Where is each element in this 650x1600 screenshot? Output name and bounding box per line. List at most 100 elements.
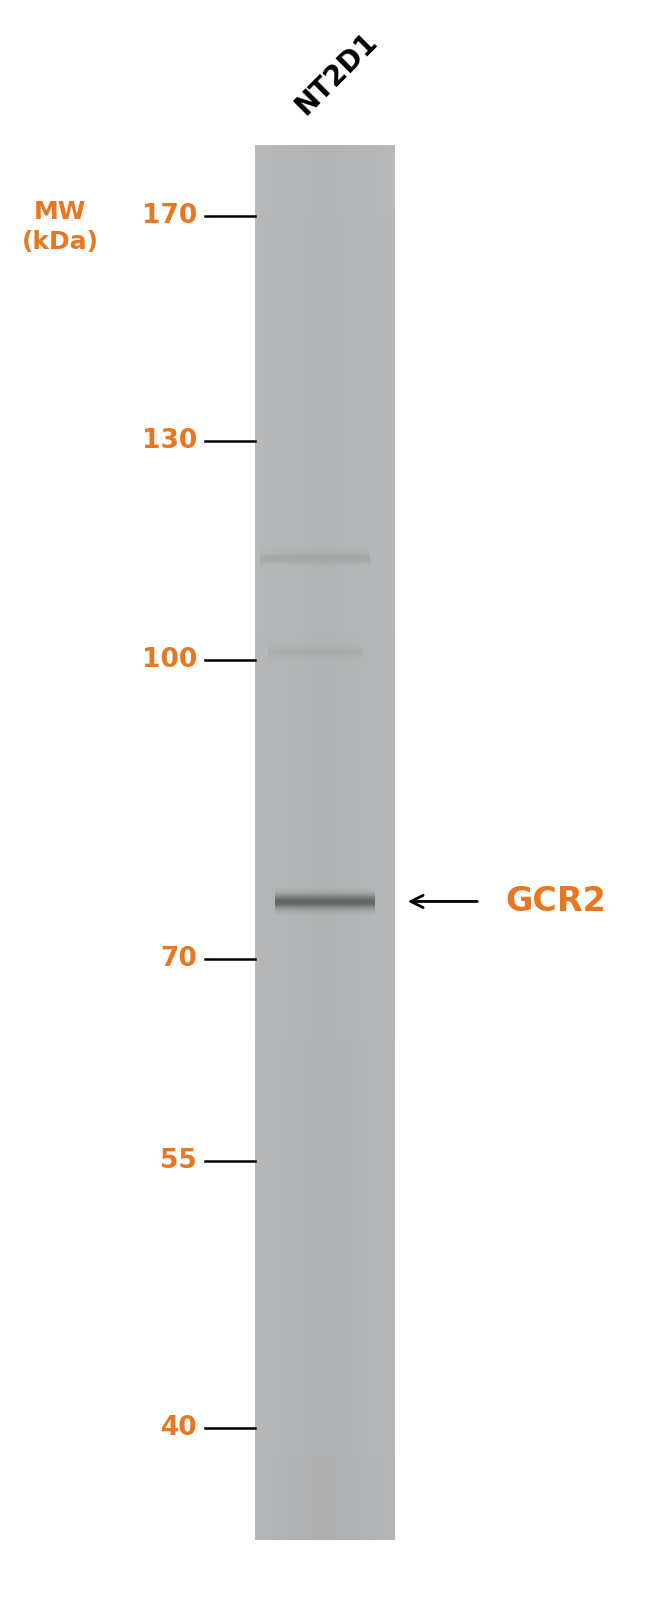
- Bar: [255, 702, 395, 717]
- Bar: [255, 898, 395, 912]
- Bar: [335, 146, 336, 1539]
- Bar: [255, 592, 395, 605]
- Bar: [255, 1205, 395, 1219]
- Bar: [297, 146, 298, 1539]
- Bar: [296, 146, 297, 1539]
- Bar: [255, 229, 395, 243]
- Bar: [376, 146, 377, 1539]
- Bar: [337, 146, 338, 1539]
- Bar: [385, 146, 387, 1539]
- Bar: [255, 814, 395, 829]
- Bar: [255, 1038, 395, 1051]
- Bar: [259, 146, 261, 1539]
- Bar: [285, 146, 286, 1539]
- Bar: [284, 146, 285, 1539]
- Bar: [316, 146, 317, 1539]
- Bar: [255, 480, 395, 494]
- Bar: [372, 146, 374, 1539]
- Bar: [255, 341, 395, 354]
- Bar: [255, 1317, 395, 1331]
- Bar: [255, 397, 395, 410]
- Bar: [287, 146, 288, 1539]
- Bar: [271, 146, 272, 1539]
- Bar: [255, 1485, 395, 1498]
- Text: NT2D1: NT2D1: [290, 27, 383, 120]
- Bar: [255, 382, 395, 397]
- Bar: [255, 1234, 395, 1246]
- Bar: [257, 146, 258, 1539]
- Bar: [293, 146, 294, 1539]
- Bar: [255, 885, 395, 898]
- Bar: [255, 1344, 395, 1358]
- Bar: [393, 146, 394, 1539]
- Bar: [286, 146, 287, 1539]
- Bar: [255, 187, 395, 200]
- Bar: [320, 146, 321, 1539]
- Bar: [304, 146, 306, 1539]
- Bar: [255, 158, 395, 173]
- Bar: [255, 1290, 395, 1302]
- Bar: [255, 634, 395, 646]
- Bar: [331, 146, 332, 1539]
- Bar: [289, 146, 291, 1539]
- Bar: [313, 146, 314, 1539]
- Text: MW
(kDa): MW (kDa): [21, 200, 99, 254]
- Text: 70: 70: [161, 946, 197, 973]
- Bar: [255, 661, 395, 675]
- Bar: [283, 146, 284, 1539]
- Bar: [362, 146, 363, 1539]
- Bar: [255, 619, 395, 634]
- Bar: [330, 146, 331, 1539]
- Bar: [255, 982, 395, 995]
- Bar: [322, 146, 323, 1539]
- Bar: [346, 146, 347, 1539]
- Text: 170: 170: [142, 203, 197, 229]
- Bar: [255, 1414, 395, 1429]
- Bar: [255, 1275, 395, 1290]
- Bar: [255, 173, 395, 187]
- Bar: [255, 1051, 395, 1066]
- Bar: [255, 746, 395, 758]
- Bar: [255, 758, 395, 773]
- Bar: [347, 146, 348, 1539]
- Bar: [281, 146, 282, 1539]
- Bar: [255, 1358, 395, 1373]
- Bar: [255, 368, 395, 382]
- Bar: [282, 146, 283, 1539]
- Bar: [255, 536, 395, 549]
- Bar: [255, 731, 395, 746]
- Bar: [298, 146, 299, 1539]
- Bar: [255, 200, 395, 214]
- Bar: [378, 146, 379, 1539]
- Bar: [255, 1302, 395, 1317]
- Bar: [255, 1331, 395, 1344]
- Bar: [255, 1456, 395, 1470]
- Bar: [255, 285, 395, 299]
- Bar: [391, 146, 392, 1539]
- Bar: [367, 146, 368, 1539]
- Bar: [267, 146, 268, 1539]
- Text: GCR2: GCR2: [505, 885, 606, 918]
- Bar: [352, 146, 353, 1539]
- Bar: [255, 270, 395, 285]
- Bar: [324, 146, 325, 1539]
- Bar: [323, 146, 324, 1539]
- Bar: [255, 675, 395, 690]
- Bar: [354, 146, 355, 1539]
- Bar: [314, 146, 315, 1539]
- Bar: [350, 146, 351, 1539]
- Bar: [325, 146, 326, 1539]
- Bar: [394, 146, 395, 1539]
- Bar: [318, 146, 319, 1539]
- Bar: [255, 690, 395, 702]
- Bar: [332, 146, 333, 1539]
- Bar: [255, 507, 395, 522]
- Bar: [306, 146, 307, 1539]
- Bar: [291, 146, 292, 1539]
- Bar: [255, 1246, 395, 1261]
- Bar: [381, 146, 382, 1539]
- Bar: [364, 146, 365, 1539]
- Bar: [334, 146, 335, 1539]
- Bar: [329, 146, 330, 1539]
- Bar: [255, 773, 395, 787]
